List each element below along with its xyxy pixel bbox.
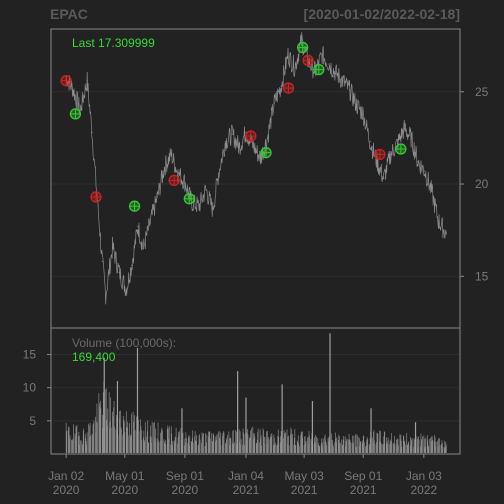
x-tick-label: Sep 01	[166, 469, 204, 483]
price-axis: 15 20 25	[460, 85, 489, 283]
price-point	[198, 205, 200, 207]
price-point	[111, 246, 114, 248]
signal-markers	[60, 41, 407, 212]
x-tick-year: 2021	[233, 483, 260, 497]
volume-gridlines	[52, 354, 459, 422]
chart-date-range: [2020-01-02/2022-02-18]	[304, 6, 460, 22]
price-point	[403, 128, 405, 130]
price-point	[445, 233, 447, 235]
price-tick-label: 15	[475, 269, 489, 283]
price-point	[335, 72, 337, 74]
price-point	[383, 177, 385, 180]
price-point	[260, 157, 262, 159]
price-point	[118, 272, 121, 274]
volume-tick-label: 15	[23, 348, 37, 362]
price-point	[253, 146, 255, 148]
price-point	[156, 196, 159, 198]
x-tick-label: May 03	[284, 469, 324, 483]
volume-tick-label: 10	[23, 381, 37, 395]
price-point	[131, 264, 133, 266]
price-point	[410, 137, 412, 139]
price-point	[177, 172, 179, 174]
x-tick-year: 2022	[410, 483, 437, 497]
x-tick-year: 2021	[291, 483, 318, 497]
price-point	[205, 188, 207, 191]
price-point	[184, 181, 186, 183]
price-line	[65, 32, 447, 305]
price-point	[287, 54, 289, 56]
x-tick-year: 2021	[350, 483, 377, 497]
price-point	[231, 133, 233, 135]
x-tick-label: Jan 03	[406, 469, 442, 483]
volume-panel-frame	[50, 327, 461, 455]
volume-bars	[65, 333, 447, 453]
volume-tick-label: 5	[29, 414, 36, 428]
price-tick-label: 20	[475, 177, 489, 191]
price-point	[71, 87, 74, 89]
price-point	[437, 220, 440, 222]
price-point	[396, 142, 399, 145]
volume-last-value: 169,400	[72, 350, 116, 364]
price-point	[273, 102, 275, 104]
price-point	[294, 67, 296, 69]
x-tick-label: Sep 01	[344, 469, 382, 483]
price-point	[224, 140, 227, 143]
last-price-label: Last 17.309999	[72, 36, 155, 50]
price-point	[142, 248, 144, 250]
chart-symbol-title: EPAC	[50, 6, 88, 22]
x-tick-year: 2020	[111, 483, 138, 497]
price-point	[348, 89, 351, 91]
price-tick-label: 25	[475, 85, 489, 99]
price-point	[245, 131, 247, 133]
price-point	[266, 137, 269, 139]
price-point	[328, 63, 330, 65]
price-point	[137, 225, 139, 228]
price-point	[218, 172, 220, 174]
x-tick-year: 2020	[53, 483, 80, 497]
price-point	[125, 288, 127, 290]
price-point	[163, 166, 165, 169]
x-tick-year: 2020	[172, 483, 199, 497]
price-point	[376, 161, 378, 163]
price-point	[369, 140, 371, 143]
price-point	[149, 222, 151, 224]
price-panel-frame	[50, 28, 461, 329]
price-point	[417, 161, 419, 163]
x-tick-label: May 01	[105, 469, 145, 483]
volume-label: Volume (100,000s):	[72, 336, 176, 350]
price-point	[170, 153, 172, 156]
price-point	[105, 294, 107, 296]
price-point	[314, 70, 316, 73]
price-point	[280, 85, 282, 87]
price-point	[79, 109, 81, 111]
x-tick-label: Jan 04	[228, 469, 264, 483]
price-point	[355, 104, 358, 106]
price-point	[238, 146, 240, 148]
price-point	[342, 80, 344, 82]
price-point	[321, 54, 323, 56]
price-point	[431, 190, 433, 193]
price-point	[362, 113, 364, 115]
price-point	[86, 80, 88, 82]
price-point	[212, 209, 214, 211]
volume-axis: 5 10 15	[23, 348, 51, 428]
price-point	[390, 153, 392, 156]
price-point	[301, 39, 303, 41]
price-point	[424, 170, 426, 172]
price-series	[65, 32, 447, 305]
price-point	[91, 131, 93, 133]
price-point	[101, 260, 103, 263]
x-tick-label: Jan 02	[48, 469, 84, 483]
price-point	[96, 194, 98, 196]
